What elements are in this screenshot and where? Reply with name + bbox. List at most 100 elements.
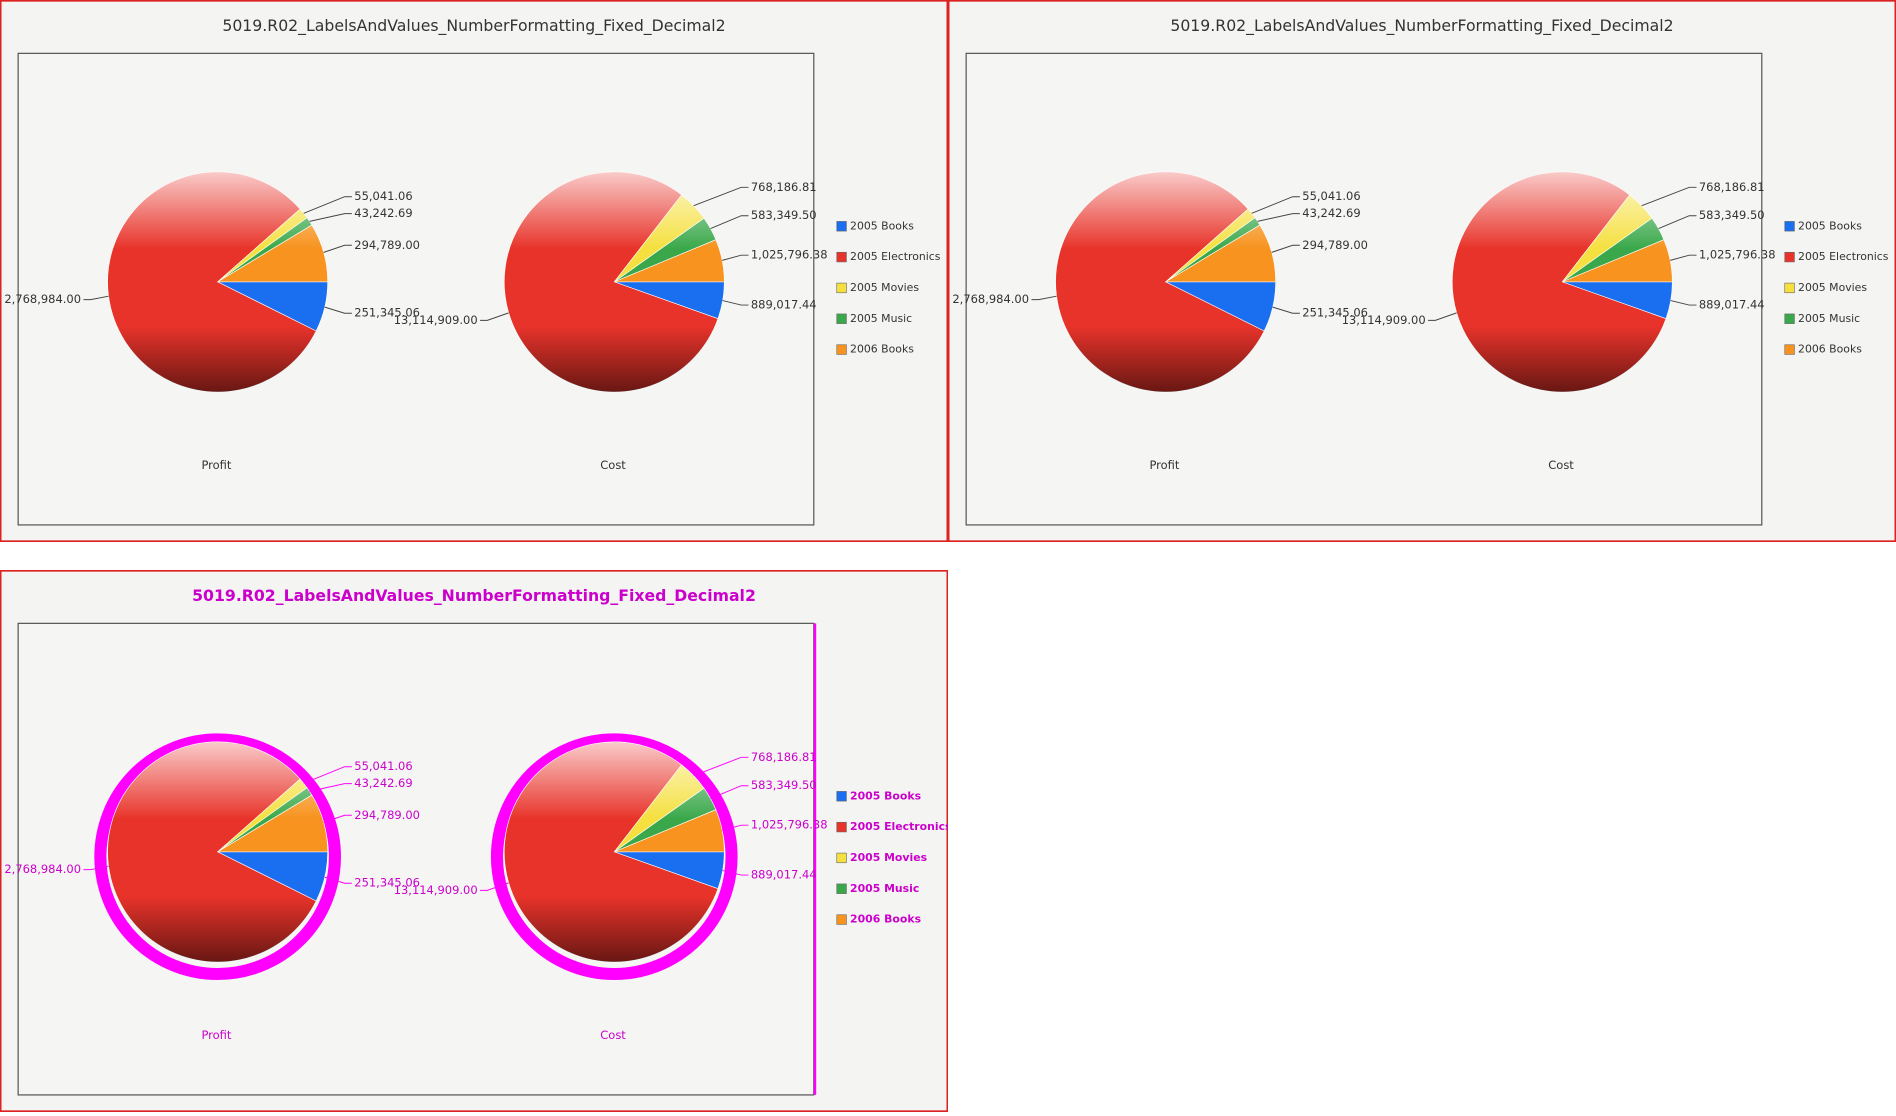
value-label: 13,114,909.00 xyxy=(1342,313,1426,327)
legend-swatch xyxy=(836,282,847,294)
series-name: Profit xyxy=(1149,458,1179,472)
value-label: 294,789.00 xyxy=(354,808,420,822)
value-label: 583,349.50 xyxy=(751,208,817,222)
leader-line xyxy=(693,756,749,777)
leader-line xyxy=(303,766,352,784)
value-label: 1,025,796.38 xyxy=(751,818,828,832)
value-label: 768,186.81 xyxy=(751,750,817,764)
legend-swatch xyxy=(836,821,847,833)
diff-ring xyxy=(490,733,738,981)
leader-line xyxy=(722,300,749,306)
value-label: 583,349.50 xyxy=(751,778,817,792)
value-label: 889,017.44 xyxy=(751,868,817,882)
leader-line xyxy=(722,254,749,261)
legend-label: 2005 Electronics xyxy=(850,250,941,263)
legend-swatch xyxy=(836,852,847,864)
leader-line xyxy=(1251,196,1300,214)
leader-line xyxy=(1272,306,1300,314)
legend-label: 2005 Movies xyxy=(850,281,919,294)
chart: 5019.R02_LabelsAndValues_NumberFormattin… xyxy=(0,0,949,543)
leader-line xyxy=(693,186,749,207)
legend-label: 2006 Books xyxy=(850,913,921,926)
value-label: 55,041.06 xyxy=(1302,189,1360,203)
legend-swatch xyxy=(836,251,847,263)
legend-label: 2005 Books xyxy=(850,219,914,232)
legend-label: 2006 Books xyxy=(850,343,914,356)
legend-swatch xyxy=(836,914,847,925)
chart-title: 5019.R02_LabelsAndValues_NumberFormattin… xyxy=(222,16,725,36)
chart-title: 5019.R02_LabelsAndValues_NumberFormattin… xyxy=(1170,16,1673,36)
value-label: 2,768,984.00 xyxy=(4,292,81,306)
value-label: 294,789.00 xyxy=(354,238,420,252)
series-name: Cost xyxy=(600,458,626,472)
value-label: 768,186.81 xyxy=(1699,180,1765,194)
panel: 5019.R02_LabelsAndValues_NumberFormattin… xyxy=(947,0,1896,543)
legend-label: 2005 Music xyxy=(850,312,912,325)
leader-line xyxy=(1670,254,1697,261)
value-label: 583,349.50 xyxy=(1699,208,1765,222)
legend-swatch xyxy=(836,344,847,355)
leader-line xyxy=(1670,300,1697,306)
value-label: 55,041.06 xyxy=(354,759,412,773)
leader-line xyxy=(323,244,352,253)
chart-title: 5019.R02_LabelsAndValues_NumberFormattin… xyxy=(192,586,756,605)
leader-line xyxy=(1428,312,1457,321)
value-label: 251,345.06 xyxy=(1302,306,1368,320)
leader-line xyxy=(480,312,509,321)
leader-line xyxy=(722,870,749,876)
legend-swatch xyxy=(836,883,847,894)
value-label: 55,041.06 xyxy=(354,189,412,203)
value-label: 1,025,796.38 xyxy=(751,248,828,262)
legend-label: 2005 Music xyxy=(850,882,919,895)
value-label: 43,242.69 xyxy=(354,206,412,220)
legend-label: 2005 Movies xyxy=(1798,281,1867,294)
leader-line xyxy=(309,783,352,792)
leader-line xyxy=(323,814,352,823)
value-label: 13,114,909.00 xyxy=(394,883,478,897)
legend-label: 2005 Books xyxy=(850,789,921,802)
leader-line xyxy=(309,213,352,222)
legend-swatch xyxy=(836,791,847,802)
series-name: Profit xyxy=(201,1028,231,1042)
value-label: 768,186.81 xyxy=(751,180,817,194)
leader-line xyxy=(480,882,509,891)
value-label: 1,025,796.38 xyxy=(1699,248,1776,262)
leader-line xyxy=(1031,295,1057,301)
panel: 5019.R02_LabelsAndValues_NumberFormattin… xyxy=(0,0,949,543)
legend-label: 2005 Movies xyxy=(850,851,927,864)
legend-swatch xyxy=(836,313,847,324)
leader-line xyxy=(710,785,749,800)
panel: 5019.R02_LabelsAndValues_NumberFormattin… xyxy=(0,569,952,1113)
leader-line xyxy=(324,306,352,314)
leader-line xyxy=(83,865,109,871)
value-label: 13,114,909.00 xyxy=(394,313,478,327)
leader-line xyxy=(1641,186,1697,207)
series-name: Profit xyxy=(201,458,231,472)
chart: 5019.R02_LabelsAndValues_NumberFormattin… xyxy=(947,0,1896,543)
leader-line xyxy=(324,876,352,884)
leader-line xyxy=(303,196,352,214)
value-label: 43,242.69 xyxy=(1302,206,1360,220)
legend-swatch xyxy=(836,221,847,232)
series-name: Cost xyxy=(600,1028,626,1042)
series-name: Cost xyxy=(1548,458,1574,472)
value-label: 43,242.69 xyxy=(354,776,412,790)
chart: 5019.R02_LabelsAndValues_NumberFormattin… xyxy=(0,569,952,1113)
legend-swatch xyxy=(1784,221,1795,232)
leader-line xyxy=(1271,244,1300,253)
legend-label: 2006 Books xyxy=(1798,343,1862,356)
value-label: 294,789.00 xyxy=(1302,238,1368,252)
leader-line xyxy=(722,824,749,831)
legend-label: 2005 Music xyxy=(1798,312,1860,325)
value-label: 2,768,984.00 xyxy=(952,292,1029,306)
legend-swatch xyxy=(1784,344,1795,355)
legend-swatch xyxy=(1784,251,1795,263)
value-label: 251,345.06 xyxy=(354,876,420,890)
legend-label: 2005 Books xyxy=(1798,219,1862,232)
leader-line xyxy=(710,215,749,230)
value-label: 2,768,984.00 xyxy=(4,862,81,876)
legend-label: 2005 Electronics xyxy=(850,820,948,833)
legend-label: 2005 Electronics xyxy=(1798,250,1889,263)
legend-swatch xyxy=(1784,313,1795,324)
